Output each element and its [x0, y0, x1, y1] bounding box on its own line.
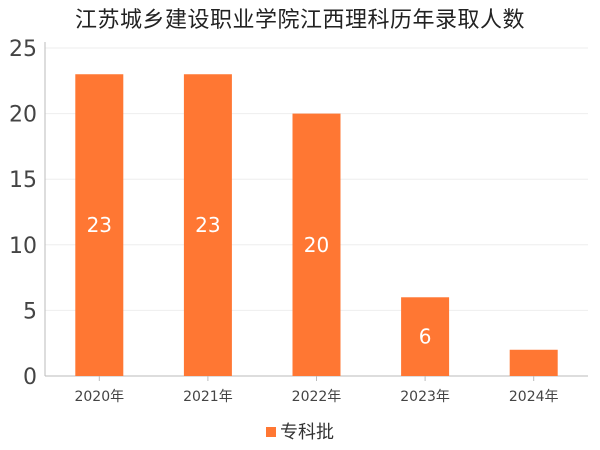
bar	[292, 113, 341, 376]
data-label: 20	[304, 233, 329, 257]
bar	[401, 297, 450, 376]
bar	[75, 74, 124, 377]
legend: 专科批	[0, 418, 600, 444]
y-tick-label: 15	[9, 168, 37, 193]
y-tick-label: 10	[9, 234, 37, 259]
data-label: 23	[195, 213, 220, 237]
x-tick-label: 2024年	[509, 389, 559, 405]
chart-title: 江苏城乡建设职业学院江西理科历年录取人数	[74, 8, 525, 33]
y-tick-label: 20	[9, 103, 37, 128]
data-labels: 23 23 20 6	[87, 213, 432, 349]
legend-label: 专科批	[280, 422, 334, 443]
data-label: 6	[419, 325, 432, 349]
legend-swatch	[266, 427, 276, 437]
x-tick-label: 2023年	[400, 389, 450, 405]
data-label: 23	[87, 213, 112, 237]
y-tick-label: 5	[23, 299, 37, 324]
bar	[509, 349, 558, 376]
y-tick-label: 25	[9, 37, 37, 62]
y-tick-label: 0	[23, 365, 37, 390]
bars	[75, 74, 558, 377]
bar	[183, 74, 232, 377]
x-tick-label: 2022年	[292, 389, 342, 405]
tick-labels: 0 5 10 15 20 25 2020年 2021年 2022年 2023年 2024年	[9, 37, 559, 405]
x-tick-label: 2021年	[183, 389, 233, 405]
x-tick-label: 2020年	[74, 389, 124, 405]
